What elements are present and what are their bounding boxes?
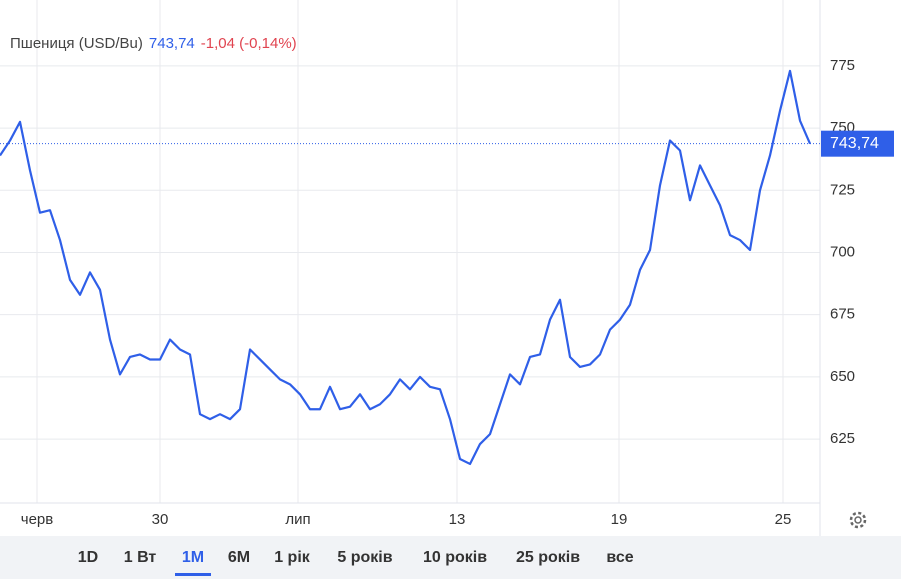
toolbar-bg <box>0 536 901 579</box>
range-button[interactable]: 1 рік <box>274 549 311 566</box>
y-tick-label: 725 <box>830 181 855 198</box>
range-button[interactable]: 10 років <box>423 549 487 566</box>
x-tick-label: 13 <box>449 511 466 528</box>
range-underline <box>175 573 211 576</box>
range-button[interactable]: 6M <box>228 549 250 566</box>
y-tick-label: 675 <box>830 306 855 323</box>
price-line <box>0 69 812 466</box>
current-price-label: 743,74 <box>830 135 879 152</box>
legend: Пшениця (USD/Bu) 743,74 -1,04 (-0,14%) <box>10 35 297 52</box>
title: Пшениця (USD/Bu) <box>10 35 143 52</box>
current-price-box <box>821 130 894 157</box>
range-button[interactable]: 1 Вт <box>124 549 157 566</box>
y-tick-label: 775 <box>830 57 855 74</box>
gear-teeth <box>849 511 867 529</box>
x-tick-label: 25 <box>775 511 792 528</box>
range-button[interactable]: 5 років <box>337 549 392 566</box>
gear-hub <box>854 516 862 524</box>
x-tick-label: лип <box>285 511 310 528</box>
x-tick-label: 30 <box>152 511 169 528</box>
grid <box>0 0 820 503</box>
x-tick-label: черв <box>21 511 53 528</box>
price: 743,74 <box>149 35 195 52</box>
range-button[interactable]: все <box>606 549 633 566</box>
y-tick-label: 700 <box>830 243 855 260</box>
change: -1,04 (-0,14%) <box>201 35 297 52</box>
y-tick-label: 650 <box>830 368 855 385</box>
settings-icon[interactable] <box>849 511 867 529</box>
x-tick-label: 19 <box>611 511 628 528</box>
range-button[interactable]: 25 років <box>516 549 580 566</box>
range-button[interactable]: 1D <box>78 549 98 566</box>
y-tick-label: 625 <box>830 430 855 447</box>
range-button[interactable]: 1M <box>182 549 204 566</box>
